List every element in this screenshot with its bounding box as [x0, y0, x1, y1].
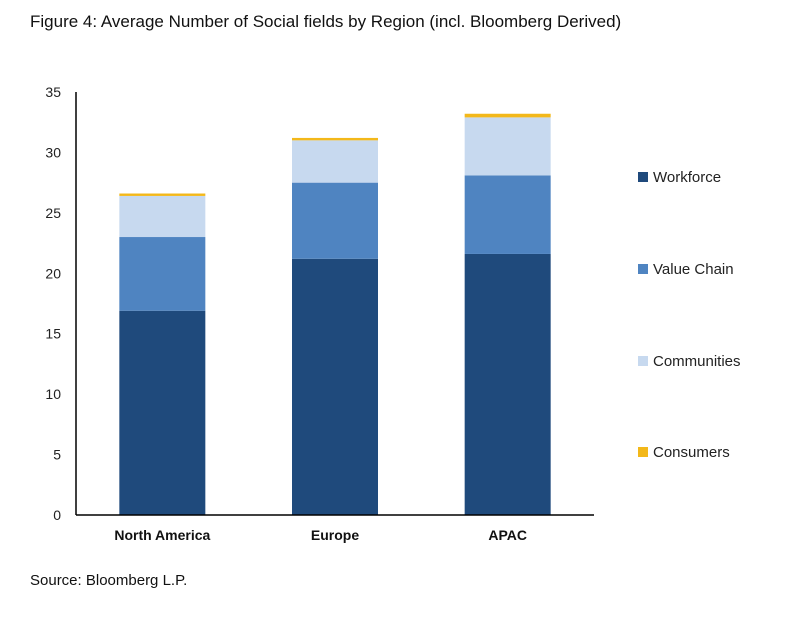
- bar-segment-value-chain: [292, 182, 378, 259]
- y-tick-label: 0: [53, 507, 61, 523]
- y-tick-label: 35: [45, 84, 61, 100]
- source-note: Source: Bloomberg L.P.: [30, 572, 188, 589]
- y-tick-label: 20: [45, 265, 61, 281]
- y-tick-label: 15: [45, 326, 61, 342]
- legend-label: Consumers: [653, 444, 730, 461]
- legend-swatch: [638, 264, 648, 274]
- legend-swatch: [638, 356, 648, 366]
- legend-label: Workforce: [653, 169, 721, 186]
- y-tick-label: 25: [45, 205, 61, 221]
- x-category-label: APAC: [488, 527, 527, 543]
- bar-segment-workforce: [292, 258, 378, 515]
- bar-segment-consumers: [292, 137, 378, 141]
- x-category-label: North America: [114, 527, 210, 543]
- bar-segment-workforce: [119, 310, 206, 515]
- y-tick-label: 30: [45, 144, 61, 160]
- bar-segment-communities: [119, 195, 206, 238]
- bar-segment-value-chain: [119, 237, 206, 311]
- bar-segment-consumers: [119, 193, 206, 196]
- bar-segment-workforce: [464, 253, 551, 515]
- figure-title: Figure 4: Average Number of Social field…: [30, 12, 622, 31]
- y-tick-label: 10: [45, 386, 61, 402]
- legend-swatch: [638, 172, 648, 182]
- legend-label: Value Chain: [653, 261, 734, 278]
- bar-segment-communities: [292, 140, 378, 183]
- legend-label: Communities: [653, 353, 741, 370]
- x-category-label: Europe: [311, 527, 359, 543]
- bar-segment-value-chain: [464, 175, 551, 254]
- y-tick-label: 5: [53, 447, 61, 463]
- bar-segment-communities: [464, 117, 551, 176]
- bar-segment-consumers: [464, 113, 551, 118]
- legend-swatch: [638, 447, 648, 457]
